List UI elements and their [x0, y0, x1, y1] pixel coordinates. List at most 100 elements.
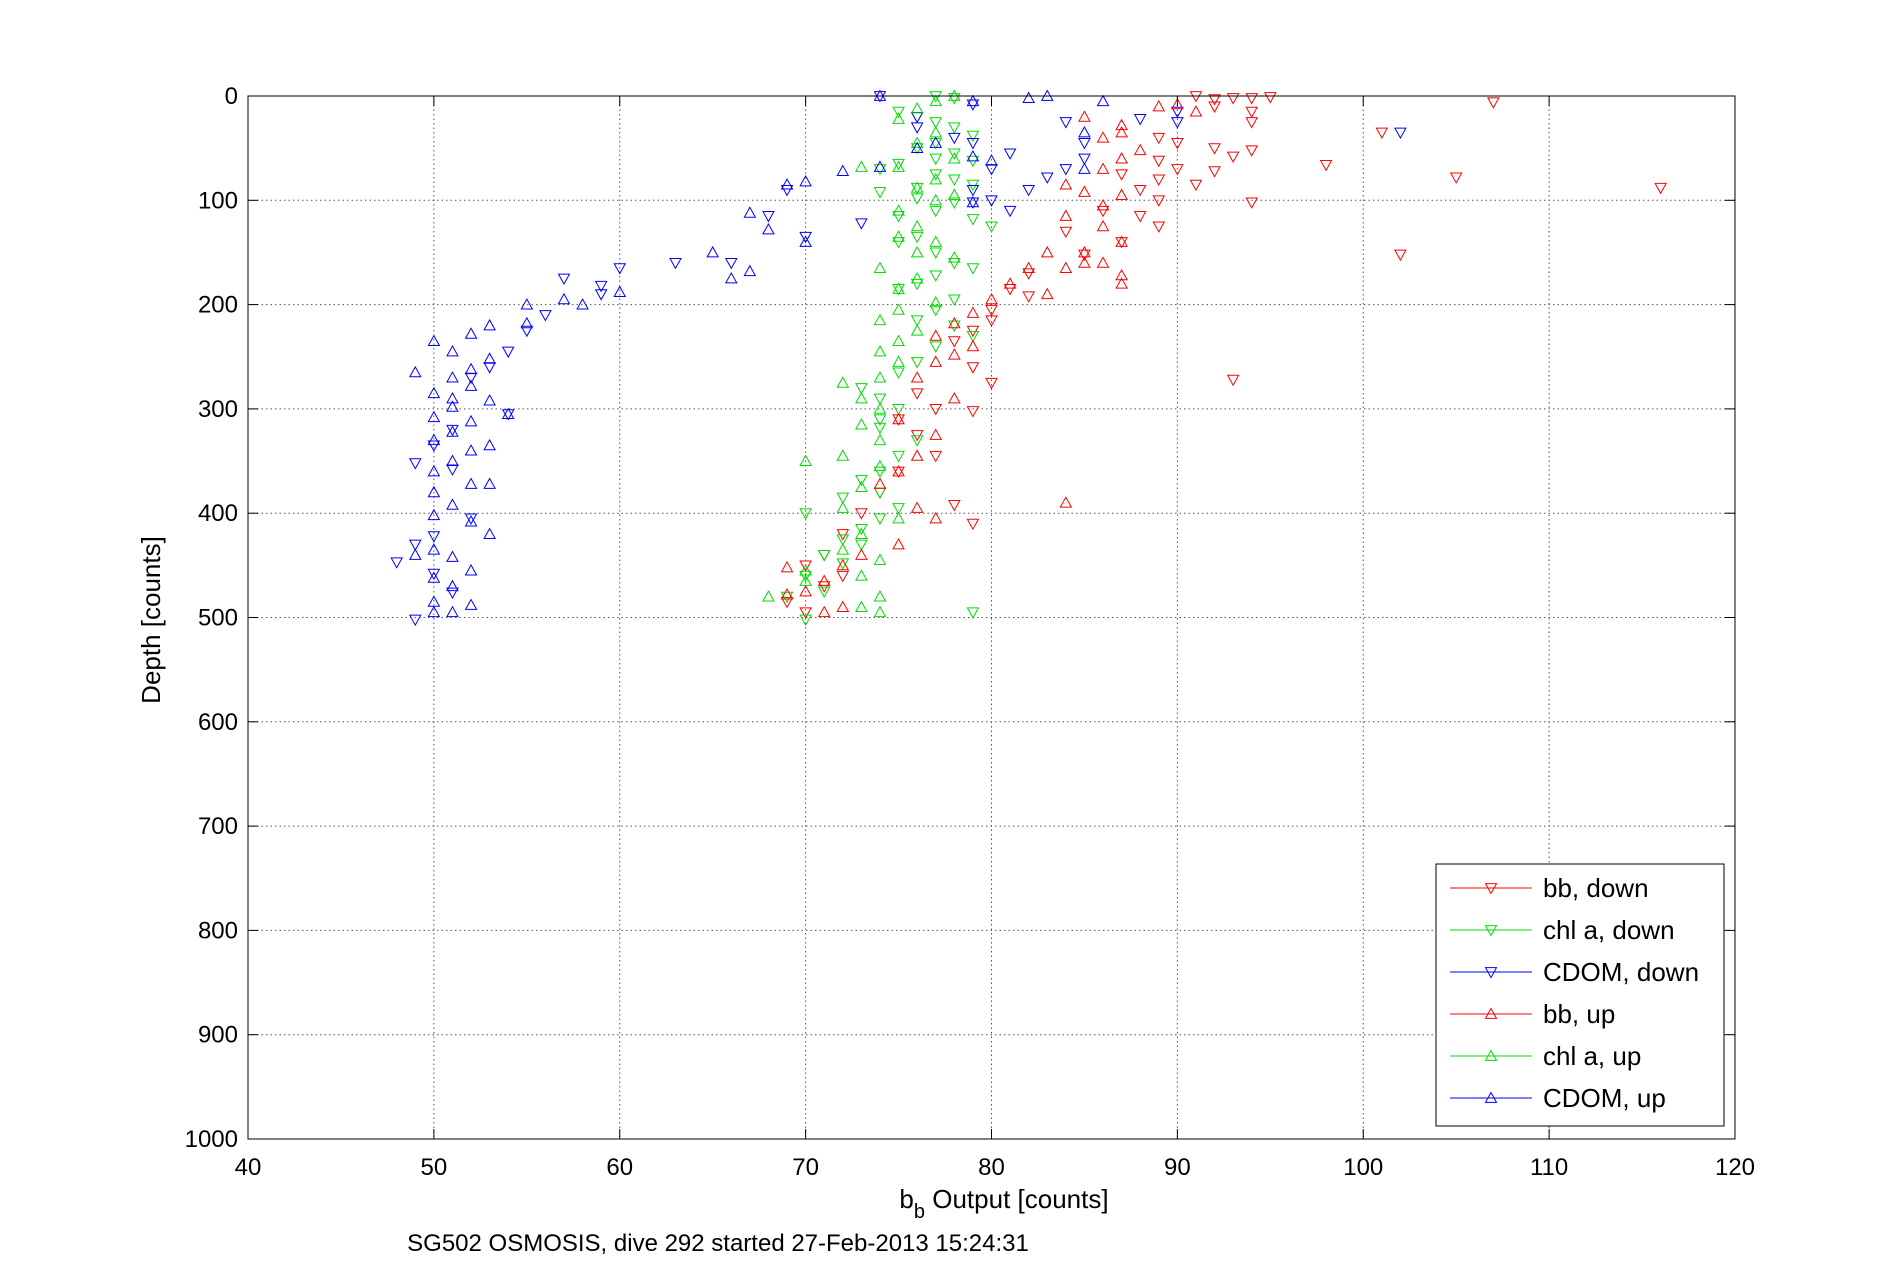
data-point	[929, 511, 943, 524]
data-point	[966, 306, 980, 318]
data-point	[873, 590, 887, 602]
data-point	[910, 141, 924, 154]
data-point	[464, 513, 478, 525]
data-point	[892, 106, 905, 119]
data-point	[966, 138, 980, 150]
data-point	[799, 564, 812, 576]
data-point	[910, 182, 924, 195]
data-point	[873, 393, 887, 405]
data-point	[446, 587, 459, 599]
data-point	[892, 412, 905, 425]
data-point	[762, 222, 775, 235]
data-point	[427, 568, 441, 581]
legend: bb, down chl a, down CDOM, down bb, up chl a…	[1435, 863, 1725, 1127]
data-point	[594, 289, 608, 301]
data-point	[501, 346, 515, 359]
data-point	[873, 89, 887, 101]
x-tick-label: 90	[1164, 1154, 1191, 1181]
data-point	[706, 245, 720, 258]
data-point	[446, 371, 459, 383]
data-point	[464, 598, 478, 610]
data-point	[1115, 152, 1128, 164]
data-point	[1078, 162, 1091, 174]
data-point	[966, 94, 980, 107]
data-point	[501, 407, 515, 420]
data-point	[427, 410, 441, 423]
y-tick-label: 500	[198, 605, 238, 632]
data-point	[1115, 188, 1128, 200]
data-point	[464, 564, 478, 576]
data-points	[390, 89, 1667, 627]
data-point	[427, 440, 441, 452]
data-point	[873, 91, 887, 103]
data-point	[1115, 237, 1128, 249]
data-point	[985, 292, 998, 305]
data-point	[892, 282, 905, 294]
data-point	[799, 174, 812, 187]
data-point	[483, 352, 496, 364]
data-point	[799, 607, 812, 619]
data-point	[483, 394, 496, 406]
data-point	[947, 132, 961, 145]
data-point	[855, 391, 868, 404]
data-point	[1059, 261, 1073, 273]
data-point	[1003, 148, 1017, 160]
legend-label: bb, down	[1543, 873, 1649, 903]
data-point	[1245, 117, 1259, 129]
y-tick-label: 100	[198, 187, 238, 214]
data-point	[892, 367, 905, 379]
data-point	[780, 588, 794, 600]
x-tick-label: 120	[1715, 1154, 1755, 1181]
data-point	[892, 158, 905, 171]
data-point	[1152, 155, 1166, 168]
data-point	[836, 543, 850, 555]
data-point	[762, 590, 775, 602]
data-point	[855, 523, 868, 536]
x-tick-label: 50	[421, 1154, 448, 1181]
y-axis-label: Depth [counts]	[136, 536, 166, 704]
data-point	[985, 195, 998, 207]
data-point	[483, 477, 496, 489]
data-point	[985, 221, 998, 233]
data-point	[929, 172, 943, 185]
data-point	[1096, 198, 1110, 211]
x-tick-label: 100	[1343, 1154, 1383, 1181]
data-point	[1115, 169, 1128, 181]
data-point	[855, 160, 868, 172]
data-point	[1096, 94, 1110, 107]
data-point	[1040, 172, 1054, 184]
data-point	[408, 539, 422, 552]
data-point	[836, 501, 850, 513]
data-point	[780, 178, 794, 190]
data-point	[873, 371, 887, 383]
data-point	[446, 550, 459, 562]
axes	[247, 95, 1736, 1140]
data-point	[1226, 374, 1240, 387]
data-point	[892, 230, 905, 242]
data-point	[427, 531, 441, 543]
data-point	[836, 492, 850, 505]
data-point	[1003, 205, 1017, 218]
data-point	[780, 560, 794, 573]
data-point	[669, 257, 682, 270]
data-point	[1115, 235, 1128, 247]
data-point	[1115, 118, 1128, 131]
data-point	[836, 558, 850, 571]
data-point	[1059, 178, 1073, 190]
data-point	[910, 371, 924, 383]
y-tick-label: 1000	[185, 1126, 238, 1153]
data-point	[892, 466, 905, 479]
y-tick-label: 800	[198, 917, 238, 944]
data-point	[947, 148, 961, 160]
legend-label: chl a, down	[1543, 915, 1675, 945]
data-point	[1059, 164, 1073, 176]
data-point	[1059, 496, 1073, 508]
data-point	[464, 414, 478, 427]
data-point	[446, 425, 459, 437]
data-point	[1487, 97, 1500, 109]
data-point	[892, 237, 905, 249]
data-point	[892, 211, 905, 223]
data-point	[427, 386, 441, 399]
data-point	[1096, 205, 1110, 218]
data-point	[947, 188, 961, 200]
